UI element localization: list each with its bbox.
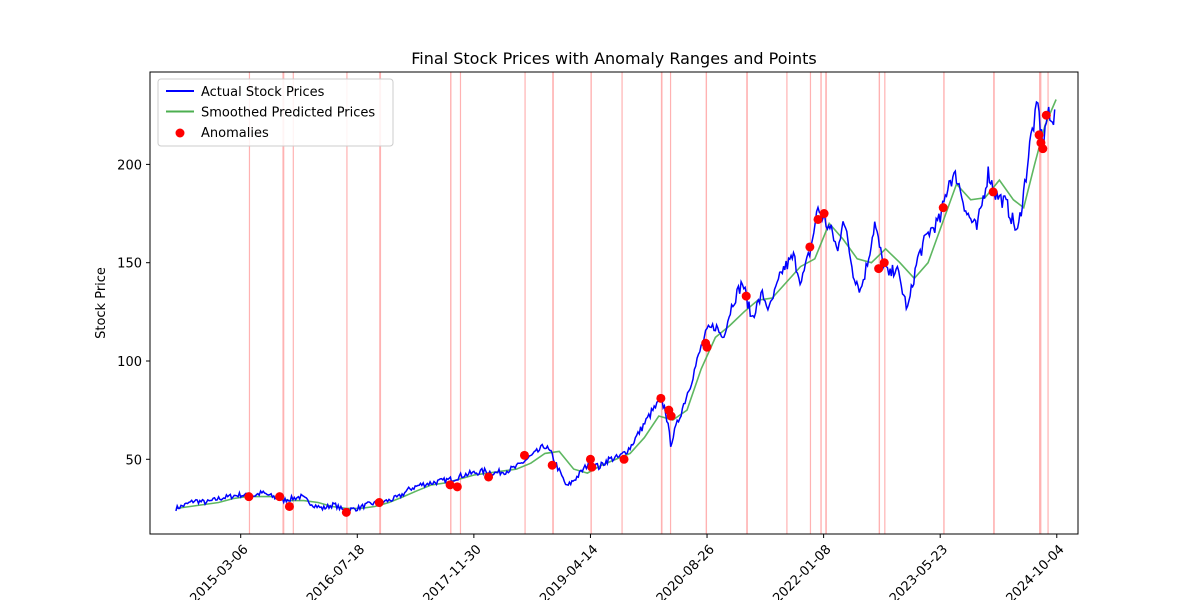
anomaly-point [666,411,676,421]
anomaly-point [275,492,285,502]
anomaly-point [445,480,455,490]
anomaly-point [656,393,666,403]
anomaly-point [1038,144,1048,154]
anomaly-range-band [282,72,285,534]
anomaly-point [519,450,529,460]
anomaly-range-band [943,72,945,534]
anomaly-point [244,492,254,502]
smoothed-predicted-line-group [175,99,1057,510]
y-tick-label: 50 [125,453,142,468]
x-tick-label: 2016-07-18 [304,542,368,600]
anomaly-range-band [884,72,886,534]
y-axis-label: Stock Price [94,267,109,339]
anomaly-range-band [459,72,462,534]
anomaly-range-band [993,72,995,534]
legend-swatch [175,128,185,138]
anomaly-point [938,203,948,213]
actual-prices-line [175,100,1056,514]
anomaly-range-band [346,72,348,534]
anomaly-points [244,110,1051,517]
anomaly-range-band [705,72,708,534]
anomaly-point [702,342,712,352]
legend: Actual Stock Prices Smoothed Predicted Pr… [157,78,394,147]
anomaly-range-band [552,72,554,534]
anomaly-point [374,498,384,508]
y-axis-ticks: 50 100 150 200 [117,158,150,468]
anomaly-range-band [820,72,822,534]
anomaly-range-band [590,72,592,534]
anomaly-point [879,258,889,268]
anomaly-point [619,454,629,464]
anomaly-point [341,507,351,517]
x-axis-ticks: 2015-03-06 2016-07-18 2017-11-30 2019-04-14… [187,534,1068,600]
legend-label: Smoothed Predicted Prices [201,106,375,121]
smoothed-predicted-line [175,99,1057,510]
anomaly-range-band [379,72,382,534]
anomaly-point [452,482,462,492]
anomaly-range-band [621,72,623,534]
x-tick-label: 2020-08-26 [654,542,718,600]
x-tick-label: 2015-03-06 [187,542,251,600]
anomaly-range-band [878,72,881,534]
actual-prices-line-group [175,100,1056,514]
anomaly-range-band [786,72,788,534]
anomaly-point [547,460,557,470]
anomaly-range-band [248,72,251,534]
x-tick-label: 2023-05-23 [887,542,951,600]
anomaly-range-band [660,72,663,534]
anomaly-point [587,462,597,472]
anomaly-range-band [524,72,526,534]
x-tick-label: 2019-04-14 [537,542,601,600]
x-tick-label: 2024-10-04 [1004,542,1068,600]
anomaly-point [1041,110,1051,120]
y-tick-label: 150 [117,257,142,272]
anomaly-ranges [248,72,1049,534]
anomaly-range-band [809,72,812,534]
anomaly-range-band [669,72,672,534]
legend-label: Anomalies [201,126,269,141]
chart-title: Final Stock Prices with Anomaly Ranges a… [411,49,816,68]
anomaly-point [741,291,751,301]
legend-box [157,78,394,147]
anomaly-range-band [825,72,827,534]
anomaly-point [813,214,823,224]
x-tick-label: 2017-11-30 [421,542,485,600]
plot-area-frame [149,71,1079,535]
anomaly-point [284,501,294,511]
anomaly-point [484,472,494,482]
anomaly-range-band [450,72,452,534]
anomaly-point [1034,130,1044,140]
anomaly-range-band [1047,72,1049,534]
anomaly-point [585,454,595,464]
y-tick-label: 100 [117,355,142,370]
anomaly-point [819,209,829,219]
x-tick-label: 2022-01-08 [770,542,834,600]
anomaly-point [874,264,884,274]
anomaly-range-band [1039,72,1042,534]
y-tick-label: 200 [117,158,142,173]
anomaly-range-band [292,72,294,534]
anomaly-point [988,187,998,197]
anomaly-point [805,242,815,252]
legend-label: Actual Stock Prices [201,85,325,100]
